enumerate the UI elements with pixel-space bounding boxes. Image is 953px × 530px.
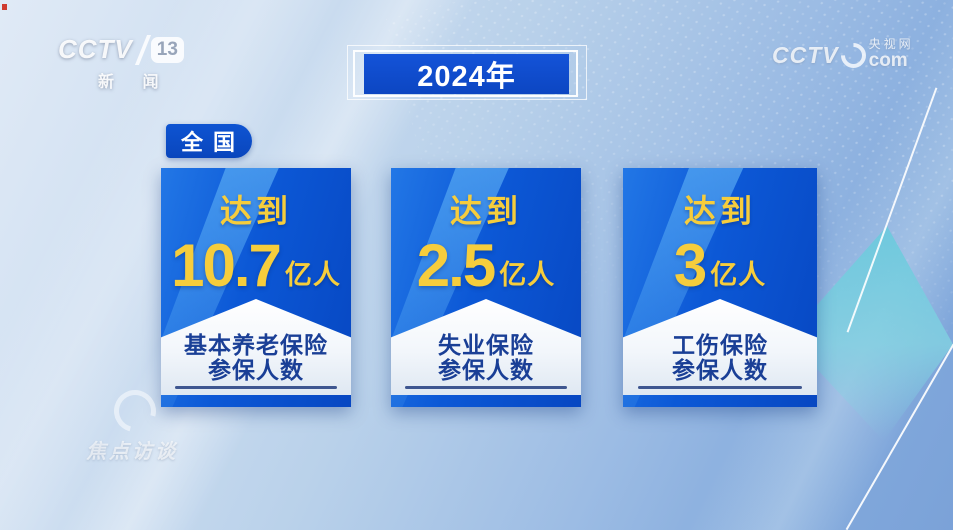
cctv13-wordmark: CCTV — [58, 34, 133, 64]
stat-label-line2: 参保人数 — [208, 357, 304, 383]
stat-underline — [405, 386, 567, 389]
stat-label-line2: 参保人数 — [438, 357, 534, 383]
stat-arrow-panel: 基本养老保险 参保人数 — [161, 299, 351, 395]
cctvcom-domain: com — [868, 50, 908, 72]
record-dot — [2, 4, 7, 10]
stat-underline — [637, 386, 803, 389]
stat-arrow-panel: 失业保险 参保人数 — [391, 299, 581, 395]
stat-label-line1: 工伤保险 — [672, 332, 768, 358]
stat-card-unemployment: 达到 2.5 亿人 失业保险 参保人数 — [391, 168, 581, 407]
stat-arrow-panel: 工伤保险 参保人数 — [623, 299, 817, 395]
program-name: 焦点访谈 — [86, 441, 178, 463]
cctv13-logo: CCTV 13 新 闻 — [58, 34, 184, 92]
program-logo: 焦点访谈 — [86, 382, 178, 464]
stat-value: 3 — [673, 232, 707, 299]
cctv13-subtitle: 新 闻 — [98, 74, 171, 91]
year-label: 2024年 — [364, 54, 569, 94]
stat-value: 10.7 — [171, 232, 282, 299]
cctvcom-site-name: 央视网 — [868, 37, 914, 51]
stat-label-line1: 失业保险 — [438, 332, 534, 358]
year-banner: 2024年 — [347, 45, 587, 100]
stat-unit: 亿人 — [710, 260, 767, 290]
cctvcom-logo: CCTV 央视网 com — [772, 37, 914, 73]
cctv13-channel-badge: 13 — [150, 36, 184, 63]
stat-label-line1: 基本养老保险 — [184, 332, 328, 358]
region-badge: 全 国 — [166, 124, 252, 158]
stat-unit: 亿人 — [284, 260, 341, 290]
ring-icon — [835, 37, 871, 73]
cctvcom-wordmark: CCTV — [772, 41, 839, 68]
stat-unit: 亿人 — [499, 260, 556, 290]
slash-icon — [134, 34, 151, 65]
swirl-icon — [106, 382, 164, 440]
stat-underline — [175, 386, 337, 389]
stat-card-pension: 达到 10.7 亿人 基本养老保险 参保人数 — [161, 168, 351, 407]
stat-card-work-injury: 达到 3 亿人 工伤保险 参保人数 — [623, 168, 817, 407]
reach-prefix: 达到 — [449, 193, 522, 229]
reach-prefix: 达到 — [219, 193, 292, 229]
stat-value: 2.5 — [416, 232, 496, 299]
stat-label-line2: 参保人数 — [672, 357, 768, 383]
reach-prefix: 达到 — [683, 193, 756, 229]
